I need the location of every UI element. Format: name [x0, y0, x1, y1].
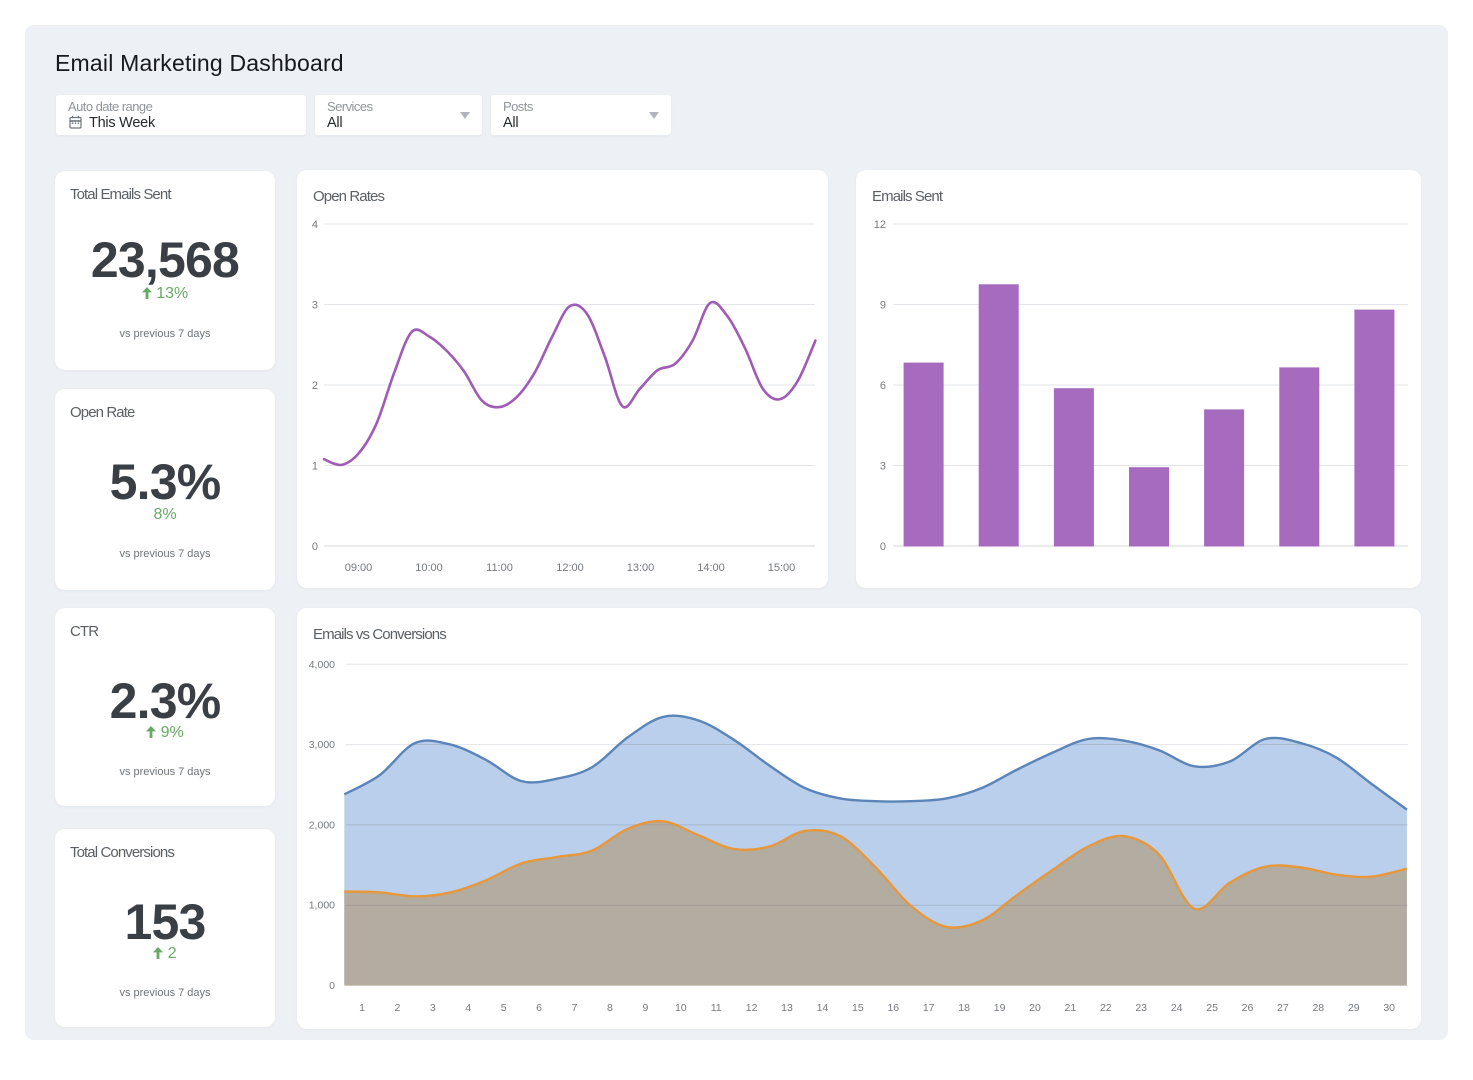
svg-text:10:00: 10:00 — [415, 562, 443, 574]
svg-text:14: 14 — [817, 1002, 829, 1014]
svg-text:22: 22 — [1100, 1002, 1112, 1014]
svg-text:7: 7 — [572, 1002, 578, 1014]
svg-text:18: 18 — [958, 1002, 970, 1014]
svg-text:3: 3 — [430, 1002, 436, 1014]
svg-text:14:00: 14:00 — [697, 562, 725, 574]
svg-text:28: 28 — [1312, 1002, 1324, 1014]
svg-text:26: 26 — [1242, 1002, 1254, 1014]
svg-text:3: 3 — [880, 460, 886, 472]
svg-text:24: 24 — [1171, 1002, 1183, 1014]
svg-text:13:00: 13:00 — [627, 562, 655, 574]
svg-text:3,000: 3,000 — [309, 739, 335, 751]
svg-text:1: 1 — [312, 460, 318, 472]
svg-text:3: 3 — [312, 299, 318, 311]
svg-text:2: 2 — [394, 1002, 400, 1014]
svg-text:0: 0 — [329, 980, 335, 992]
svg-text:10: 10 — [675, 1002, 687, 1014]
svg-text:19: 19 — [994, 1002, 1006, 1014]
svg-text:12: 12 — [746, 1002, 758, 1014]
svg-text:4: 4 — [312, 219, 318, 231]
svg-text:6: 6 — [536, 1002, 542, 1014]
svg-text:1: 1 — [359, 1002, 365, 1014]
svg-text:23: 23 — [1135, 1002, 1147, 1014]
svg-text:16: 16 — [887, 1002, 899, 1014]
svg-text:27: 27 — [1277, 1002, 1289, 1014]
svg-text:8: 8 — [607, 1002, 613, 1014]
svg-text:21: 21 — [1065, 1002, 1077, 1014]
svg-text:0: 0 — [312, 541, 318, 553]
svg-text:15: 15 — [852, 1002, 864, 1014]
svg-text:15:00: 15:00 — [768, 562, 796, 574]
svg-text:30: 30 — [1383, 1002, 1395, 1014]
svg-text:2: 2 — [312, 380, 318, 392]
svg-text:12:00: 12:00 — [556, 562, 584, 574]
svg-text:11: 11 — [711, 1002, 722, 1014]
svg-text:17: 17 — [923, 1002, 935, 1014]
svg-text:4: 4 — [465, 1002, 471, 1014]
svg-text:20: 20 — [1029, 1002, 1041, 1014]
svg-text:13: 13 — [781, 1002, 793, 1014]
svg-text:11:00: 11:00 — [486, 562, 513, 574]
svg-text:09:00: 09:00 — [345, 562, 373, 574]
svg-text:25: 25 — [1206, 1002, 1218, 1014]
svg-text:5: 5 — [501, 1002, 507, 1014]
svg-text:6: 6 — [880, 380, 886, 392]
svg-text:4,000: 4,000 — [309, 659, 335, 671]
svg-text:9: 9 — [642, 1002, 648, 1014]
svg-text:9: 9 — [880, 299, 886, 311]
svg-text:2,000: 2,000 — [309, 819, 335, 831]
svg-text:1,000: 1,000 — [309, 900, 335, 912]
svg-text:29: 29 — [1348, 1002, 1360, 1014]
svg-text:0: 0 — [880, 541, 886, 553]
svg-text:12: 12 — [874, 219, 886, 231]
